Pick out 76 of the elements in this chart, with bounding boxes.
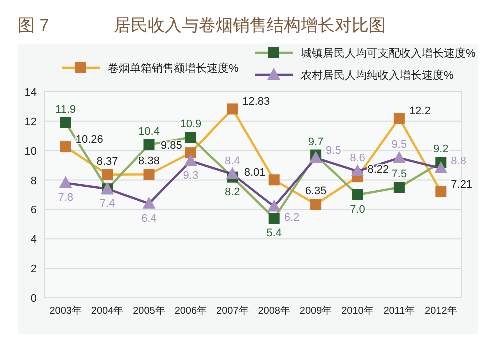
y-tick-label: 6 (30, 204, 37, 217)
x-tick-label: 2009年 (300, 305, 332, 317)
data-label: 7.0 (350, 204, 366, 216)
data-label: 9.7 (308, 136, 324, 148)
x-tick-label: 2008年 (258, 305, 290, 317)
point (185, 148, 196, 159)
point (59, 176, 72, 188)
y-tick-label: 10 (24, 146, 37, 158)
x-tick-label: 2003年 (50, 305, 82, 317)
data-label: 7.8 (58, 192, 74, 204)
y-tick-label: 0 (30, 293, 37, 305)
data-label: 8.37 (96, 156, 118, 168)
point (226, 167, 240, 180)
x-tick-label: 2004年 (91, 305, 124, 317)
x-tick-label: 2010年 (342, 305, 374, 317)
x-tick-label: 2006年 (174, 305, 208, 317)
point (144, 169, 155, 180)
point (434, 162, 448, 174)
point (268, 174, 280, 186)
chart-title: 图 7 (18, 16, 50, 35)
point (394, 182, 405, 194)
legend-label: 城镇居民人均可支配收入增长速度% (300, 47, 476, 60)
data-label: 7.5 (392, 168, 408, 181)
x-tick-label: 2007年 (216, 305, 249, 317)
data-label: 8.22 (368, 164, 390, 176)
point (352, 190, 364, 200)
data-label: 12.83 (242, 96, 270, 108)
point (60, 142, 72, 153)
point (144, 139, 155, 150)
data-label: 9.5 (392, 139, 408, 152)
data-label: 8.38 (138, 156, 160, 168)
point (268, 213, 280, 224)
data-label: 9.5 (326, 145, 342, 158)
data-label: 10.9 (180, 118, 202, 131)
point (392, 151, 406, 164)
legend-label: 卷烟单箱销售额增长速度% (108, 62, 239, 75)
x-tick-label: 2012年 (425, 305, 458, 317)
data-label: 7.21 (451, 178, 473, 191)
chart-subtitle: 居民收入与卷烟销售结构增长对比图 (114, 16, 386, 35)
point (436, 186, 447, 198)
data-label: 9.85 (160, 140, 182, 152)
point (227, 104, 238, 115)
data-label: 11.9 (56, 104, 76, 116)
legend-label: 农村居民人均纯收入增长速度% (301, 69, 454, 82)
data-label: 9.3 (183, 170, 199, 182)
data-label: 8.01 (244, 167, 266, 180)
data-label: 10.4 (138, 126, 160, 138)
point (310, 199, 322, 210)
data-label: 8.6 (350, 152, 366, 164)
point (310, 151, 323, 164)
data-label: 7.4 (100, 198, 116, 210)
data-label: 10.26 (76, 134, 104, 146)
data-label: 6.35 (305, 186, 327, 198)
point (184, 154, 198, 166)
point (142, 196, 156, 209)
y-tick-label: 14 (24, 87, 37, 99)
x-tick-label: 2005年 (133, 305, 166, 317)
point (185, 132, 196, 144)
y-tick-label: 4 (30, 234, 37, 246)
y-tick-label: 2 (30, 264, 37, 276)
point (102, 169, 114, 180)
data-label: 6.2 (284, 212, 300, 224)
data-label: 8.8 (451, 156, 466, 168)
point (268, 200, 281, 212)
data-label: 8.4 (225, 155, 240, 168)
y-tick-label: 8 (30, 175, 37, 188)
point (394, 112, 405, 124)
data-label: 9.2 (434, 144, 449, 156)
data-label: 12.2 (409, 105, 431, 118)
data-label: 5.4 (266, 228, 282, 240)
point (60, 117, 72, 128)
point (351, 164, 364, 176)
data-label: 6.4 (142, 212, 157, 225)
y-tick-label: 12 (24, 116, 37, 128)
data-label: 8.2 (225, 186, 240, 198)
x-tick-label: 2011年 (384, 305, 416, 317)
